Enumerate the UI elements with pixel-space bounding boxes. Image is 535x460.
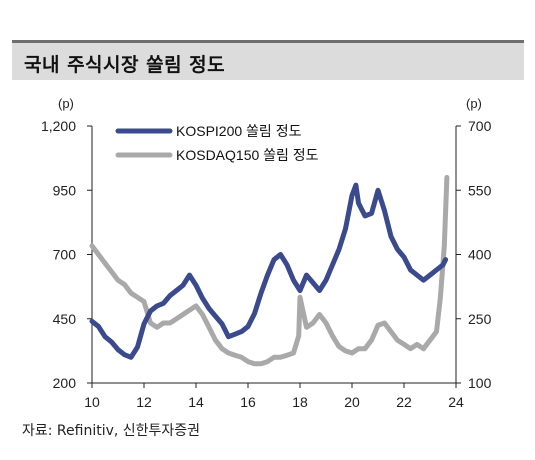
right-tick-label: 100 xyxy=(468,375,492,391)
chart-title: 국내 주식시장 쏠림 정도 xyxy=(24,54,226,76)
left-tick-label: 1,200 xyxy=(41,118,76,134)
kosdaq150-series-line xyxy=(89,174,450,367)
x-tick-label: 20 xyxy=(344,394,360,410)
kospi200-series-line xyxy=(89,182,449,360)
legend-label-kospi200: KOSPI200 쏠림 정도 xyxy=(176,123,302,139)
x-tick-label: 10 xyxy=(84,394,100,410)
chart-legend: KOSPI200 쏠림 정도 KOSDAQ150 쏠림 정도 xyxy=(115,123,319,163)
x-tick-label: 22 xyxy=(396,394,412,410)
chart-axes: (p) (p) 1,200 950 700 450 200 700 550 400 250 100 10… xyxy=(41,96,492,410)
right-tick-label: 250 xyxy=(468,311,492,327)
x-tick-label: 12 xyxy=(136,394,152,410)
right-tick-label: 700 xyxy=(468,118,492,134)
legend-label-kosdaq150: KOSDAQ150 쏠림 정도 xyxy=(176,147,319,163)
source-note: 자료: Refinitiv, 신한투자증권 xyxy=(22,423,201,439)
left-tick-label: 950 xyxy=(53,182,77,198)
right-tick-label: 400 xyxy=(468,247,492,263)
left-tick-label: 700 xyxy=(53,247,77,263)
left-axis-unit: (p) xyxy=(58,96,74,111)
title-bar: 국내 주식시장 쏠림 정도 xyxy=(12,40,524,80)
x-tick-label: 24 xyxy=(448,394,464,410)
right-tick-label: 550 xyxy=(468,182,492,198)
left-tick-label: 450 xyxy=(53,311,77,327)
left-tick-label: 200 xyxy=(53,375,77,391)
x-tick-label: 14 xyxy=(188,394,204,410)
right-axis-unit: (p) xyxy=(466,96,482,111)
x-tick-label: 16 xyxy=(240,394,256,410)
x-tick-label: 18 xyxy=(292,394,308,410)
chart-series-lines xyxy=(89,174,450,367)
